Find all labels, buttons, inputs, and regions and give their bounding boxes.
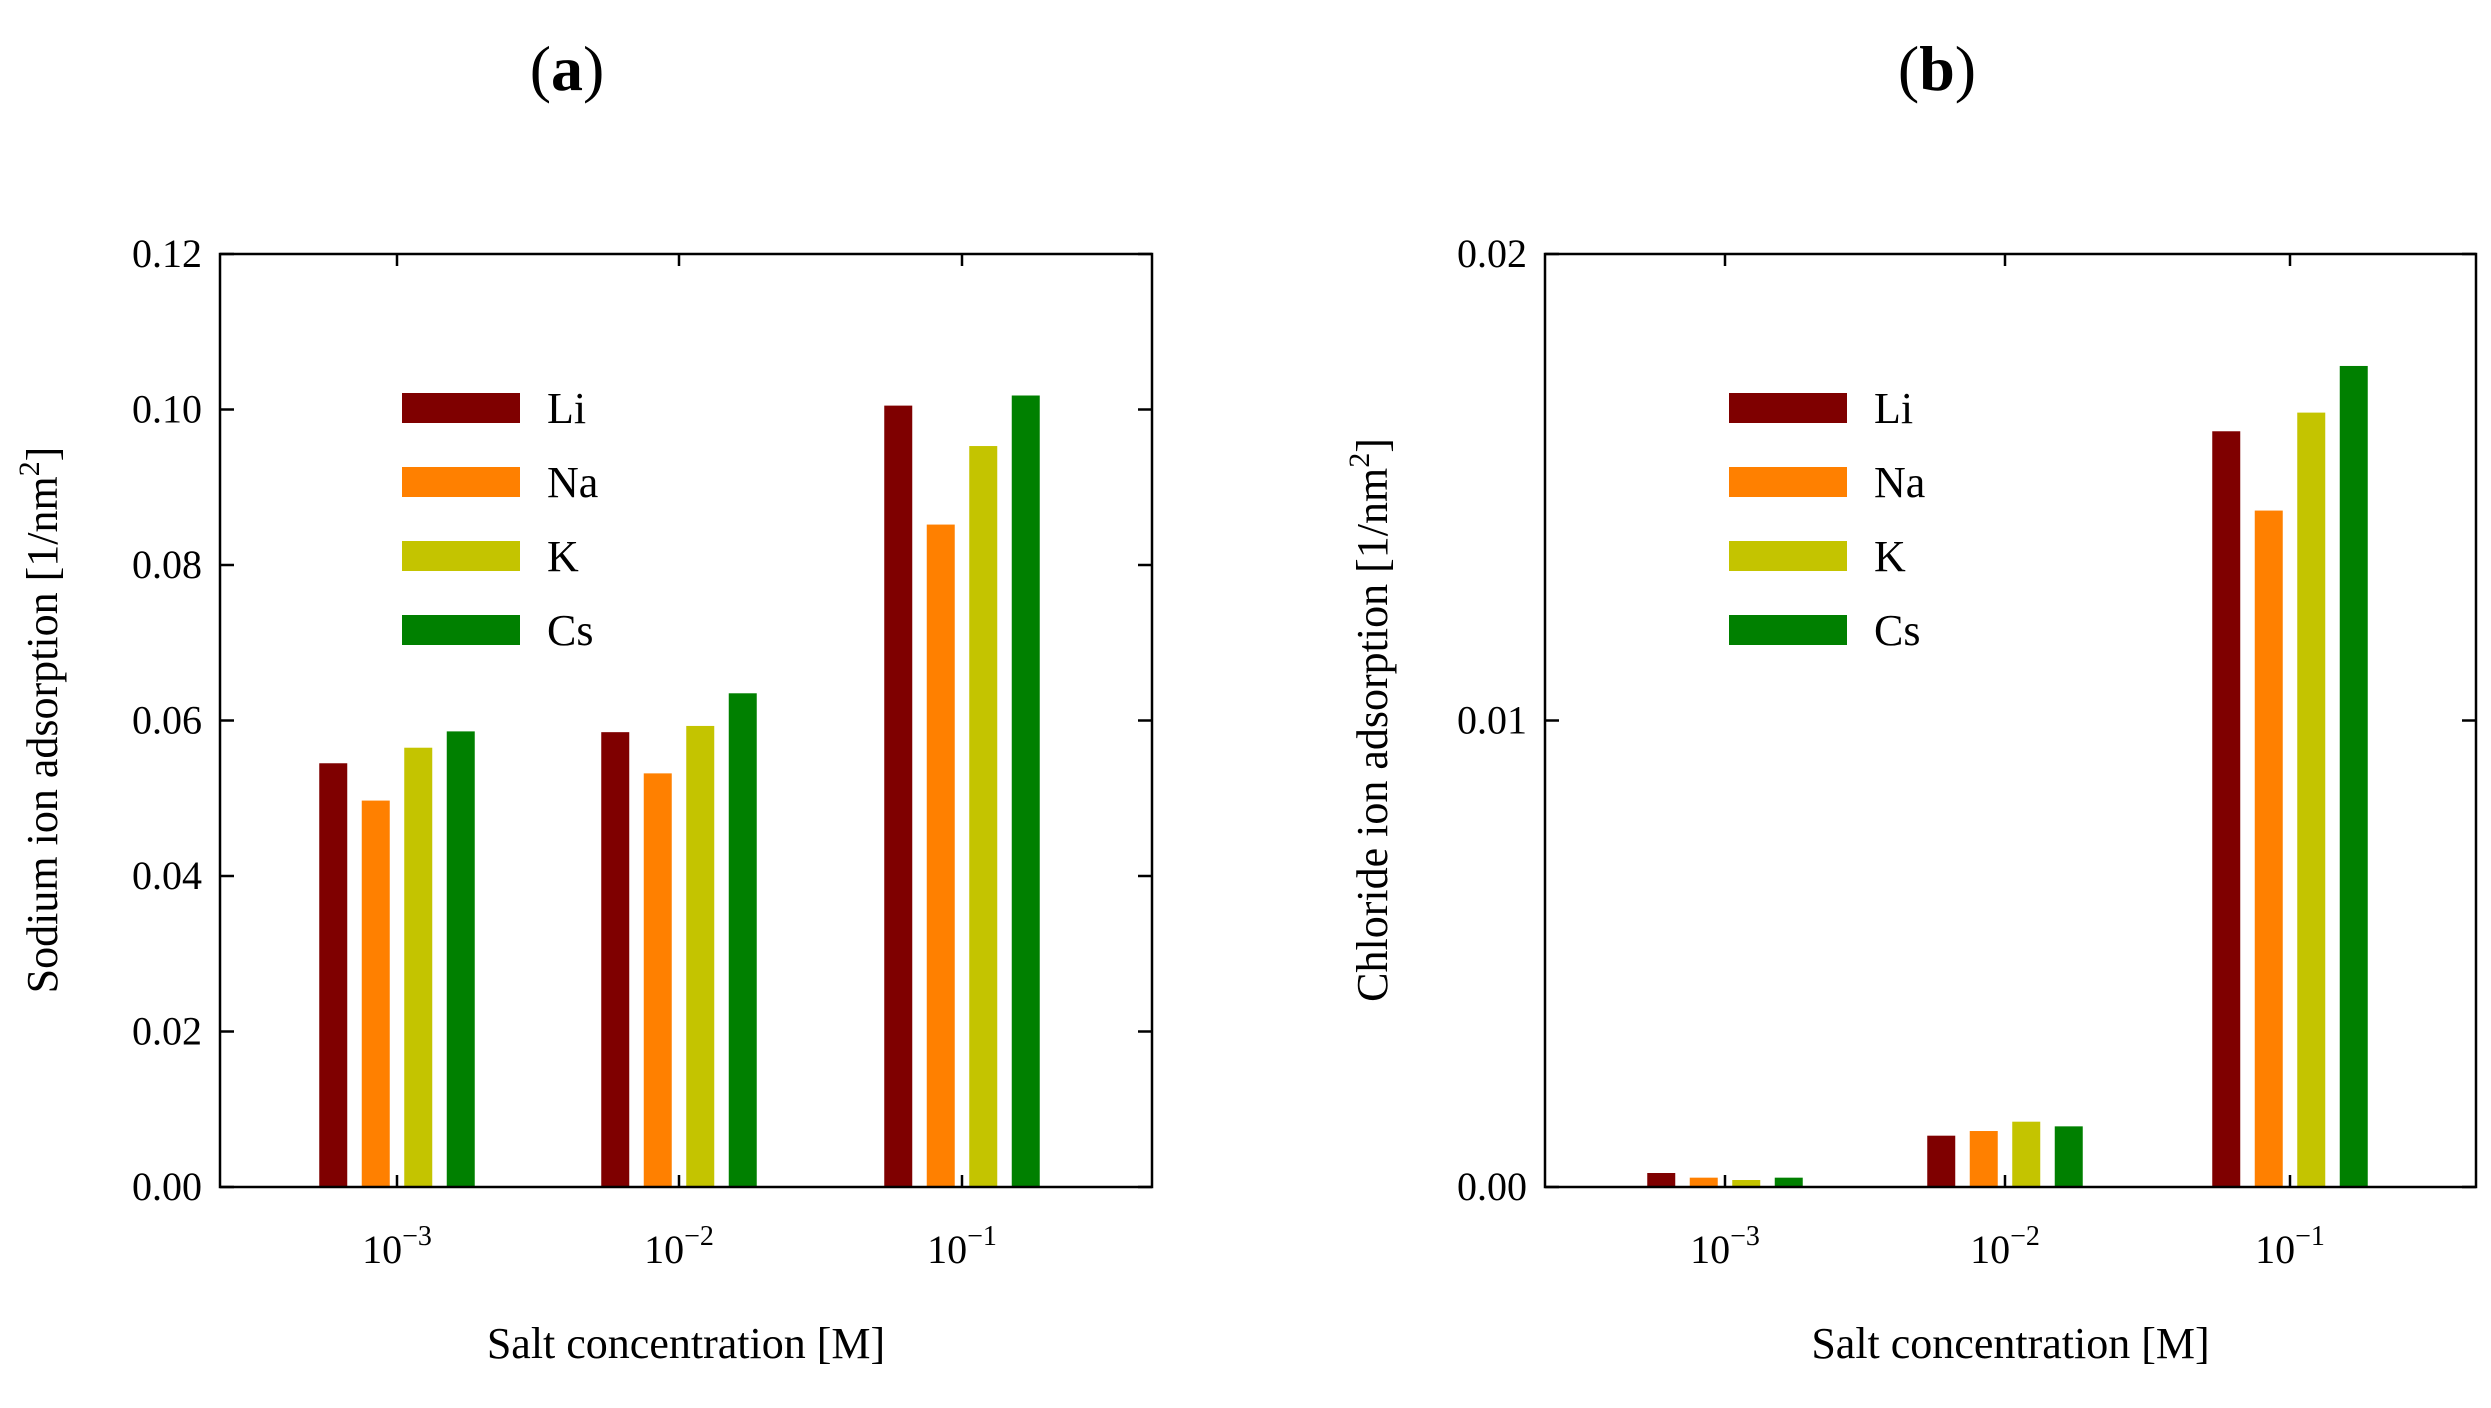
ytick-label: 0.08 <box>132 542 202 587</box>
ytick-label: 0.00 <box>132 1164 202 1209</box>
ytick-label: 0.10 <box>132 387 202 432</box>
xtick-label: 10−3 <box>362 1221 432 1272</box>
xtick-label: 10−2 <box>644 1221 714 1272</box>
bar-Li-0 <box>1647 1173 1676 1187</box>
ytick-label: 0.01 <box>1457 698 1527 743</box>
legend-swatch-Li <box>402 393 520 423</box>
legend-label-Cs: Cs <box>547 606 593 655</box>
bar-Cs-1 <box>2054 1126 2083 1187</box>
bar-Li-0 <box>319 763 348 1187</box>
x-axis-title: Salt concentration [M] <box>487 1319 885 1368</box>
ytick-label: 0.02 <box>132 1009 202 1054</box>
ytick-label: 0.06 <box>132 698 202 743</box>
bar-K-2 <box>969 446 998 1188</box>
bar-K-1 <box>686 725 715 1187</box>
xtick-label: 10−3 <box>1690 1221 1760 1272</box>
bar-K-0 <box>1732 1180 1761 1187</box>
bar-K-0 <box>404 747 433 1187</box>
panel-a: (a) 0.00 0.02 0.04 0.06 0.08 0.10 0.12 10−3 10−2 1… <box>13 33 1154 1368</box>
panel-b: (b) 0.00 0.01 0.02 10−3 10−2 10−1 Salt concentr… <box>1343 33 2478 1368</box>
ytick-label: 0.12 <box>132 231 202 276</box>
ytick-label: 0.04 <box>132 853 202 898</box>
bar-Cs-2 <box>1011 395 1040 1187</box>
xtick-label: 10−1 <box>2255 1221 2325 1272</box>
panel-label: (a) <box>530 33 605 104</box>
panel-label: (b) <box>1898 33 1976 104</box>
y-axis-title: Chloride ion adsorption [1/nm2] <box>1343 438 1397 1002</box>
legend-label-Li: Li <box>1874 384 1913 433</box>
legend-label-Li: Li <box>547 384 586 433</box>
x-axis-title: Salt concentration [M] <box>1811 1319 2209 1368</box>
bar-Na-1 <box>643 773 672 1187</box>
legend-swatch-Na <box>1729 467 1847 497</box>
xtick-label: 10−1 <box>927 1221 997 1272</box>
ytick-label: 0.02 <box>1457 231 1527 276</box>
legend-swatch-Na <box>402 467 520 497</box>
bar-Cs-2 <box>2339 365 2368 1188</box>
legend-swatch-Cs <box>1729 615 1847 645</box>
xtick-label: 10−2 <box>1970 1221 2040 1272</box>
bar-Li-1 <box>601 732 630 1187</box>
plot-frame <box>1543 252 2478 1189</box>
bar-Na-0 <box>1689 1177 1718 1187</box>
legend-label-Na: Na <box>547 458 598 507</box>
legend-label-K: K <box>547 532 579 581</box>
legend-label-Cs: Cs <box>1874 606 1920 655</box>
bar-Cs-1 <box>728 693 757 1187</box>
bar-Na-2 <box>926 524 955 1187</box>
bar-Na-2 <box>2254 510 2283 1187</box>
bar-K-1 <box>2012 1121 2041 1187</box>
legend-label-K: K <box>1874 532 1906 581</box>
y-axis-title: Sodium ion adsorption [1/nm2] <box>13 447 67 994</box>
bar-Cs-0 <box>1774 1177 1803 1187</box>
bar-Na-0 <box>361 800 390 1187</box>
bar-Li-1 <box>1927 1135 1956 1187</box>
legend-swatch-K <box>1729 541 1847 571</box>
legend-swatch-Li <box>1729 393 1847 423</box>
bar-K-2 <box>2297 412 2326 1187</box>
legend-label-Na: Na <box>1874 458 1925 507</box>
bar-Li-2 <box>2212 431 2241 1187</box>
bar-Li-2 <box>884 405 913 1187</box>
legend-swatch-Cs <box>402 615 520 645</box>
legend-swatch-K <box>402 541 520 571</box>
bar-Cs-0 <box>446 731 475 1187</box>
bar-Na-1 <box>1969 1131 1998 1187</box>
ytick-label: 0.00 <box>1457 1164 1527 1209</box>
